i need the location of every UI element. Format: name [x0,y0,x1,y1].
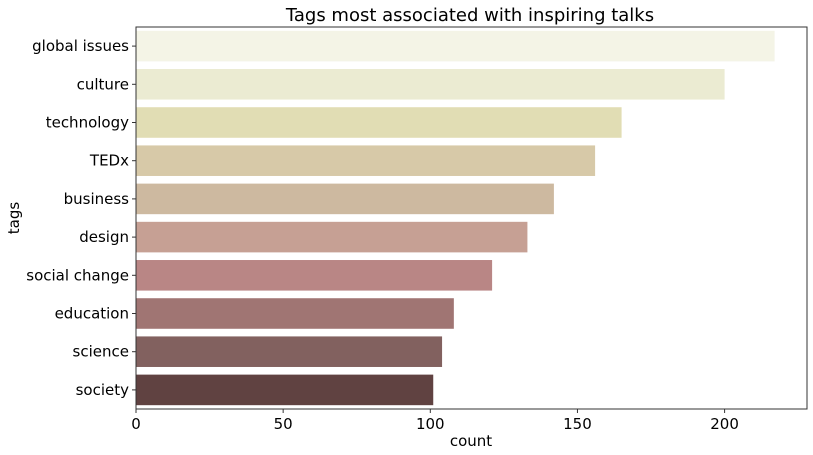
bar-design [136,221,528,253]
bar-social-change [136,260,493,291]
y-tick-label: culture [77,75,129,93]
y-tick-label: global issues [32,37,129,55]
bar-technology [136,107,622,138]
y-tick-label: society [76,381,130,399]
bar-education [136,298,454,329]
y-tick-label: social change [26,266,129,284]
chart-title: Tags most associated with inspiring talk… [285,5,654,26]
bar-global-issues [136,30,775,62]
y-tick-label: technology [46,114,129,132]
y-tick-label: business [64,190,130,208]
y-axis-label: tags [5,202,23,235]
bars-group [136,30,775,406]
y-tick-label: science [73,343,129,361]
bar-society [136,374,434,406]
bar-science [136,336,443,367]
x-tick-label: 100 [416,415,445,433]
x-axis-ticks: 0 50 100 150 200 [131,409,739,433]
bar-tedx [136,145,596,176]
y-tick-label: education [55,305,129,323]
y-tick-label: TEDx [89,152,129,170]
plot-frame [135,26,808,410]
x-tick-label: 50 [274,415,293,433]
bar-culture [136,69,725,100]
x-tick-label: 200 [710,415,739,433]
y-tick-label: design [79,228,129,246]
bar-business [136,183,554,215]
x-tick-label: 150 [563,415,592,433]
x-axis-label: count [450,432,492,450]
x-tick-label: 0 [131,415,141,433]
y-axis-tick-labels: global issues culture technology TEDx busine… [26,37,136,399]
